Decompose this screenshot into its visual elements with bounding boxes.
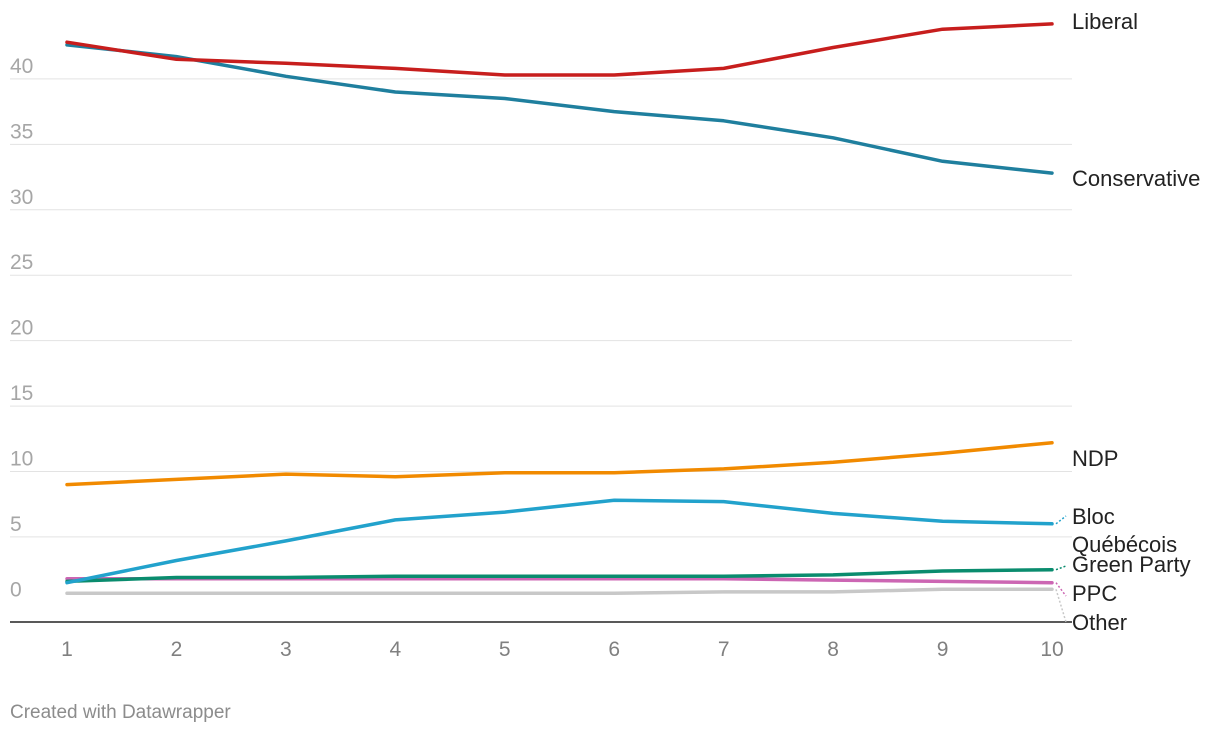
y-tick-25: 25: [10, 251, 33, 274]
credit-text: Created with Datawrapper: [10, 702, 231, 723]
series-line-other: [65, 587, 1054, 595]
x-tick-4: 4: [389, 638, 401, 661]
series-line-bloc-qu-b-cois: [65, 498, 1054, 585]
series-label-green: Green Party: [1072, 552, 1191, 577]
series-line-liberal: [65, 22, 1054, 77]
series-labels: Liberal Conservative NDP Bloc Québécois …: [1072, 9, 1200, 635]
leader-line-ppc: [1055, 582, 1067, 597]
y-tick-15: 15: [10, 382, 33, 405]
series-label-liberal: Liberal: [1072, 9, 1138, 34]
leader-line-bloc-qu-b-cois: [1055, 515, 1067, 525]
series-line-conservative: [65, 43, 1054, 175]
x-tick-2: 2: [171, 638, 183, 661]
x-axis-ticks: 1 2 3 4 5 6 7 8 9 10: [61, 638, 1064, 661]
y-tick-40: 40: [10, 55, 33, 78]
y-tick-10: 10: [10, 448, 33, 471]
series-label-conservative: Conservative: [1072, 166, 1200, 191]
series-label-ndp: NDP: [1072, 446, 1118, 471]
x-tick-7: 7: [718, 638, 730, 661]
x-tick-8: 8: [827, 638, 839, 661]
leader-line-other: [1055, 589, 1067, 623]
y-tick-5: 5: [10, 513, 22, 536]
y-axis-ticks: 0 5 10 15 20 25 30 35 40: [10, 55, 33, 601]
series-label-bloc-line1: Bloc: [1072, 504, 1115, 529]
series-line-green-party: [65, 567, 1054, 584]
x-tick-6: 6: [608, 638, 620, 661]
series-label-other: Other: [1072, 610, 1127, 635]
y-tick-35: 35: [10, 120, 33, 143]
series-label-bloc-line2: Québécois: [1072, 532, 1177, 557]
x-tick-5: 5: [499, 638, 511, 661]
y-tick-30: 30: [10, 186, 33, 209]
series-line-ndp: [65, 440, 1054, 487]
y-tick-0: 0: [10, 578, 22, 601]
gridlines: [10, 78, 1072, 538]
x-tick-3: 3: [280, 638, 292, 661]
series-label-ppc: PPC: [1072, 581, 1117, 606]
x-tick-9: 9: [937, 638, 949, 661]
label-leader-lines: [1055, 515, 1067, 623]
x-tick-10: 10: [1040, 638, 1063, 661]
series-lines: [65, 22, 1054, 595]
x-tick-1: 1: [61, 638, 73, 661]
leader-line-green-party: [1055, 565, 1067, 571]
y-tick-20: 20: [10, 317, 33, 340]
series-line-ppc: [65, 577, 1054, 585]
